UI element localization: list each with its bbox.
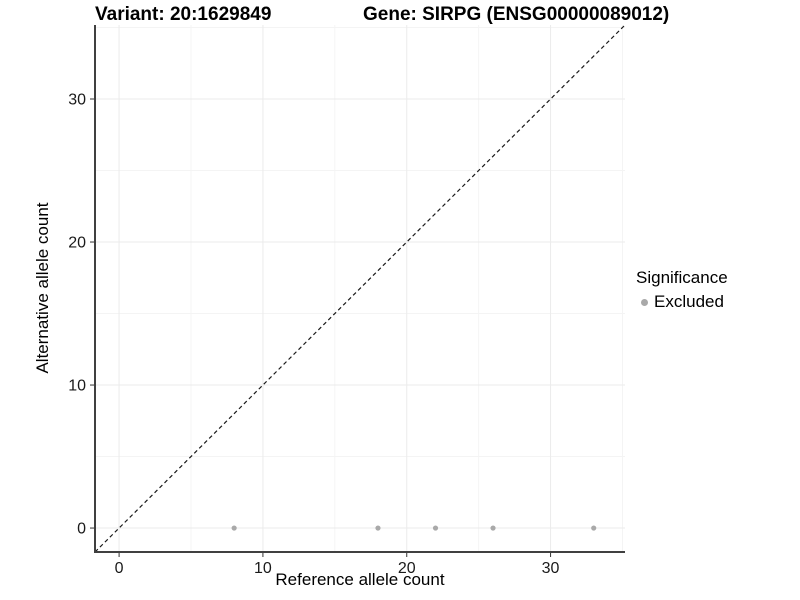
data-point <box>591 525 597 531</box>
x-tick-label: 0 <box>115 560 124 577</box>
plot-title-variant: Variant: 20:1629849 <box>95 4 272 25</box>
x-tick-label: 30 <box>542 560 560 577</box>
legend-point-icon <box>641 298 648 306</box>
data-point <box>490 525 496 531</box>
y-tick-label: 30 <box>68 92 86 109</box>
legend-title: Significance <box>636 268 728 287</box>
data-point <box>432 525 439 531</box>
y-tick-label: 20 <box>68 235 86 252</box>
y-tick-label: 0 <box>77 521 86 538</box>
plot-title-gene: Gene: SIRPG (ENSG00000089012) <box>363 4 670 25</box>
x-axis-title: Reference allele count <box>275 570 445 589</box>
legend-item-excluded: Excluded <box>636 292 796 312</box>
y-axis-title: Alternative allele count <box>33 202 52 374</box>
data-point <box>231 525 237 531</box>
identity-reference-line <box>94 24 626 553</box>
x-tick-label: 10 <box>254 560 272 577</box>
legend-item-label: Excluded <box>654 292 724 311</box>
x-tick-label: 20 <box>398 560 416 577</box>
legend: Significance Excluded <box>636 268 796 312</box>
y-tick-label: 10 <box>68 378 86 395</box>
data-point <box>375 525 381 531</box>
